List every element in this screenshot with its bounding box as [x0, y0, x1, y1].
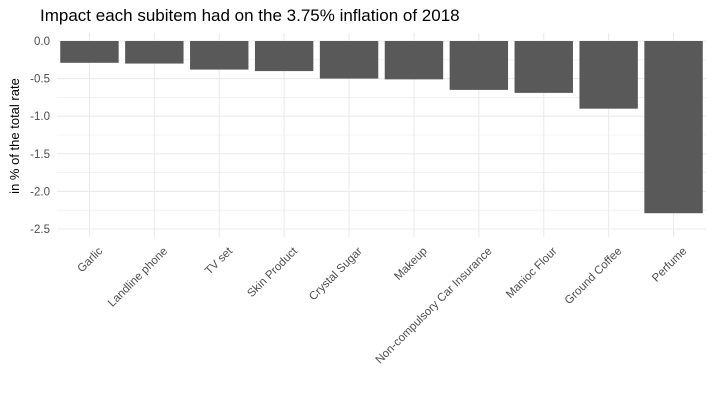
bar — [319, 41, 379, 79]
y-tick-label: -0.5 — [30, 74, 50, 86]
x-tick-label: TV set — [203, 245, 236, 278]
x-tick-label: Ground Coffee — [563, 245, 625, 307]
bar-layer — [60, 41, 703, 214]
x-tick-label: Perfume — [650, 245, 689, 284]
x-tick-label: Landline phone — [106, 245, 170, 309]
y-tick-labels: 0.0 -0.5 -1.0 -1.5 -2.0 -2.5 — [30, 36, 50, 236]
chart-title: Impact each subitem had on the 3.75% inf… — [40, 6, 460, 25]
x-tick-label: Garlic — [76, 245, 106, 275]
x-tick-labels: Garlic Landline phone TV set Skin Product Cr… — [76, 245, 690, 367]
bar — [449, 41, 509, 90]
bar — [384, 41, 444, 80]
bar — [514, 41, 573, 93]
x-tick-label: Makeup — [392, 245, 429, 282]
x-tick-label: Manioc Flour — [504, 245, 560, 301]
bar — [125, 41, 184, 64]
y-tick-label: -2.5 — [30, 224, 50, 236]
y-tick-label: -1.0 — [30, 111, 50, 123]
x-tick-label: Skin Product — [245, 245, 300, 300]
bar — [60, 41, 119, 63]
y-axis-title: in % of the total rate — [7, 78, 22, 194]
bar — [190, 41, 249, 70]
y-tick-label: -2.0 — [30, 186, 50, 198]
y-tick-label: -1.5 — [30, 149, 50, 161]
bar — [579, 41, 638, 109]
x-tick-label: Crystal Sugar — [307, 245, 365, 303]
bar — [644, 41, 703, 214]
y-tick-label: 0.0 — [34, 36, 50, 48]
bar — [254, 41, 314, 72]
x-tick-label: Non-compulsory Car Insurance — [374, 245, 495, 366]
